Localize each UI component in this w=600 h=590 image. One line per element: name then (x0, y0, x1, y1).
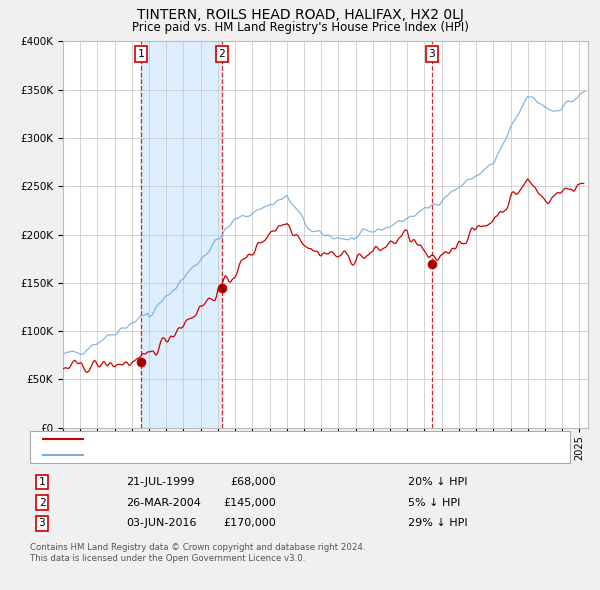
Text: £170,000: £170,000 (223, 519, 276, 528)
Text: 26-MAR-2004: 26-MAR-2004 (126, 498, 201, 507)
Text: 2: 2 (218, 49, 225, 59)
Text: 1: 1 (138, 49, 145, 59)
Bar (141, 41, 222, 428)
Text: Contains HM Land Registry data © Crown copyright and database right 2024.: Contains HM Land Registry data © Crown c… (30, 543, 365, 552)
Text: 2: 2 (38, 498, 46, 507)
Text: 3: 3 (428, 49, 435, 59)
Text: 20% ↓ HPI: 20% ↓ HPI (408, 477, 467, 487)
Text: £145,000: £145,000 (223, 498, 276, 507)
Text: 1: 1 (38, 477, 46, 487)
Text: 3: 3 (38, 519, 46, 528)
Text: This data is licensed under the Open Government Licence v3.0.: This data is licensed under the Open Gov… (30, 555, 305, 563)
Text: Price paid vs. HM Land Registry's House Price Index (HPI): Price paid vs. HM Land Registry's House … (131, 21, 469, 34)
Text: TINTERN, ROILS HEAD ROAD, HALIFAX, HX2 0LJ: TINTERN, ROILS HEAD ROAD, HALIFAX, HX2 0… (137, 8, 463, 22)
Text: 29% ↓ HPI: 29% ↓ HPI (408, 519, 467, 528)
Text: HPI: Average price, detached house, Calderdale: HPI: Average price, detached house, Cald… (90, 450, 328, 460)
Text: 03-JUN-2016: 03-JUN-2016 (126, 519, 197, 528)
Text: £68,000: £68,000 (230, 477, 276, 487)
Text: 5% ↓ HPI: 5% ↓ HPI (408, 498, 460, 507)
Text: TINTERN, ROILS HEAD ROAD, HALIFAX, HX2 0LJ (detached house): TINTERN, ROILS HEAD ROAD, HALIFAX, HX2 0… (90, 434, 416, 444)
Text: 21-JUL-1999: 21-JUL-1999 (126, 477, 194, 487)
